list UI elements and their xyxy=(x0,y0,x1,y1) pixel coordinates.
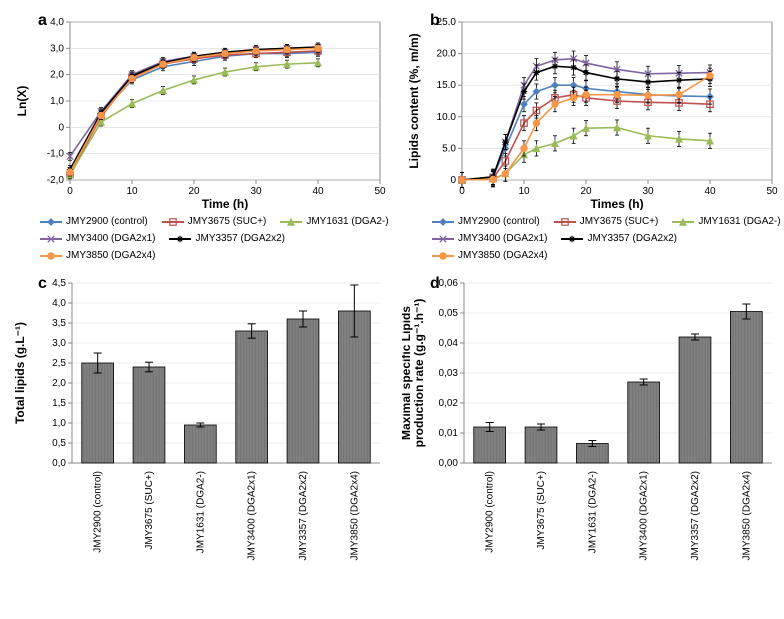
svg-text:20: 20 xyxy=(580,186,592,197)
legend-item: JMY3400 (DGA2x1) xyxy=(432,233,547,244)
svg-text:3,5: 3,5 xyxy=(52,318,66,329)
svg-text:0: 0 xyxy=(67,186,73,197)
svg-text:0,01: 0,01 xyxy=(439,428,459,439)
panel-d-label: d xyxy=(430,275,440,293)
panel-a: a -2,0 -1,0 0 1,0 2,0 3,0 4,0 0 10 20 30 40 50 Time (… xyxy=(10,10,390,210)
legend-item: JMY3675 (SUC+) xyxy=(554,216,659,227)
svg-text:15.0: 15.0 xyxy=(437,80,457,91)
svg-text:JMY3357 (DGA2x2): JMY3357 (DGA2x2) xyxy=(298,471,309,560)
legend-item: JMY3850 (DGA2x4) xyxy=(432,250,547,261)
svg-text:10.0: 10.0 xyxy=(437,112,457,123)
svg-text:50: 50 xyxy=(766,186,778,197)
svg-text:0,0: 0,0 xyxy=(52,458,66,469)
svg-text:0,5: 0,5 xyxy=(52,438,66,449)
svg-text:JMY2900 (control): JMY2900 (control) xyxy=(93,471,104,553)
svg-text:4,5: 4,5 xyxy=(52,278,66,289)
svg-text:20.0: 20.0 xyxy=(437,49,457,60)
panel-a-svg: -2,0 -1,0 0 1,0 2,0 3,0 4,0 0 10 20 30 40 50 Time (h)… xyxy=(10,10,390,210)
svg-text:Maximal specific Lipidsproduct: Maximal specific Lipidsproduction rate (… xyxy=(402,299,426,448)
svg-text:3,0: 3,0 xyxy=(52,338,66,349)
legend-item: JMY1631 (DGA2-) xyxy=(280,216,388,227)
legend-item: JMY2900 (control) xyxy=(432,216,540,227)
svg-text:20: 20 xyxy=(188,186,200,197)
svg-text:Ln(X): Ln(X) xyxy=(15,86,29,117)
svg-text:Total lipids (g.L⁻¹): Total lipids (g.L⁻¹) xyxy=(13,322,27,424)
svg-text:JMY3850 (DGA2x4): JMY3850 (DGA2x4) xyxy=(741,471,752,560)
legend-b: JMY2900 (control) JMY3675 (SUC+) JMY1631 (… xyxy=(402,214,782,269)
legend-item: JMY3850 (DGA2x4) xyxy=(40,250,155,261)
panel-a-label: a xyxy=(38,12,47,30)
svg-text:1,0: 1,0 xyxy=(50,96,64,107)
svg-text:JMY3357 (DGA2x2): JMY3357 (DGA2x2) xyxy=(690,471,701,560)
svg-text:1,0: 1,0 xyxy=(52,418,66,429)
svg-text:-2,0: -2,0 xyxy=(47,175,65,186)
figure-grid: a -2,0 -1,0 0 1,0 2,0 3,0 4,0 0 10 20 30 40 50 Time (… xyxy=(10,10,774,577)
svg-text:1,5: 1,5 xyxy=(52,398,66,409)
panel-c-svg: 0,0 0,5 1,0 1,5 2,0 2,5 3,0 3,5 4,0 4,5 Total lipi… xyxy=(10,273,390,573)
svg-text:2,5: 2,5 xyxy=(52,358,66,369)
svg-text:30: 30 xyxy=(250,186,262,197)
svg-text:40: 40 xyxy=(312,186,324,197)
svg-text:Time (h): Time (h) xyxy=(202,197,248,210)
legend-item: JMY2900 (control) xyxy=(40,216,148,227)
svg-text:JMY3850 (DGA2x4): JMY3850 (DGA2x4) xyxy=(349,471,360,560)
panel-b: b 05.010.015.020.025.001020304050Times (… xyxy=(402,10,782,210)
svg-text:10: 10 xyxy=(126,186,138,197)
svg-text:JMY1631 (DGA2-): JMY1631 (DGA2-) xyxy=(195,471,206,553)
svg-text:3,0: 3,0 xyxy=(50,43,64,54)
svg-text:Lipids content (%, m/m): Lipids content (%, m/m) xyxy=(407,33,421,168)
svg-text:0,05: 0,05 xyxy=(439,308,459,319)
svg-text:30: 30 xyxy=(642,186,654,197)
svg-text:4,0: 4,0 xyxy=(50,17,64,28)
legend-item: JMY1631 (DGA2-) xyxy=(672,216,780,227)
svg-text:2,0: 2,0 xyxy=(50,70,64,81)
svg-text:0: 0 xyxy=(58,122,64,133)
svg-text:40: 40 xyxy=(704,186,716,197)
svg-text:0: 0 xyxy=(450,175,456,186)
svg-text:0,03: 0,03 xyxy=(439,368,459,379)
svg-text:4,0: 4,0 xyxy=(52,298,66,309)
svg-text:Times (h): Times (h) xyxy=(590,197,643,210)
legend-item: JMY3400 (DGA2x1) xyxy=(40,233,155,244)
svg-text:0,02: 0,02 xyxy=(439,398,459,409)
svg-text:50: 50 xyxy=(374,186,386,197)
legend-item: JMY3357 (DGA2x2) xyxy=(561,233,676,244)
svg-text:0,00: 0,00 xyxy=(439,458,459,469)
svg-text:JMY1631 (DGA2-): JMY1631 (DGA2-) xyxy=(587,471,598,553)
svg-text:-1,0: -1,0 xyxy=(47,149,65,160)
legend-item: JMY3675 (SUC+) xyxy=(162,216,267,227)
panel-d-svg: 0,00 0,01 0,02 0,03 0,04 0,05 0,06 Maximal spec… xyxy=(402,273,782,573)
svg-text:JMY3400 (DGA2x1): JMY3400 (DGA2x1) xyxy=(639,471,650,560)
svg-text:JMY3675 (SUC+): JMY3675 (SUC+) xyxy=(144,471,155,550)
svg-text:JMY2900 (control): JMY2900 (control) xyxy=(485,471,496,553)
svg-text:10: 10 xyxy=(518,186,530,197)
svg-text:JMY3400 (DGA2x1): JMY3400 (DGA2x1) xyxy=(247,471,258,560)
svg-text:JMY3675 (SUC+): JMY3675 (SUC+) xyxy=(536,471,547,550)
panel-b-label: b xyxy=(430,12,440,30)
panel-d: d 0,00 0,01 0,02 0,03 0,04 0,05 0,06 Maximal sp… xyxy=(402,273,782,573)
panel-c-label: c xyxy=(38,275,47,293)
panel-b-svg: 05.010.015.020.025.001020304050Times (h)… xyxy=(402,10,782,210)
legend-a: JMY2900 (control) JMY3675 (SUC+) JMY1631 (… xyxy=(10,214,390,269)
svg-text:0,04: 0,04 xyxy=(439,338,459,349)
panel-c: c 0,0 0,5 1,0 1,5 2,0 2,5 3,0 3,5 4,0 4,5 Total li… xyxy=(10,273,390,573)
svg-text:2,0: 2,0 xyxy=(52,378,66,389)
legend-item: JMY3357 (DGA2x2) xyxy=(169,233,284,244)
svg-text:5.0: 5.0 xyxy=(442,143,456,154)
svg-text:0,06: 0,06 xyxy=(439,278,459,289)
